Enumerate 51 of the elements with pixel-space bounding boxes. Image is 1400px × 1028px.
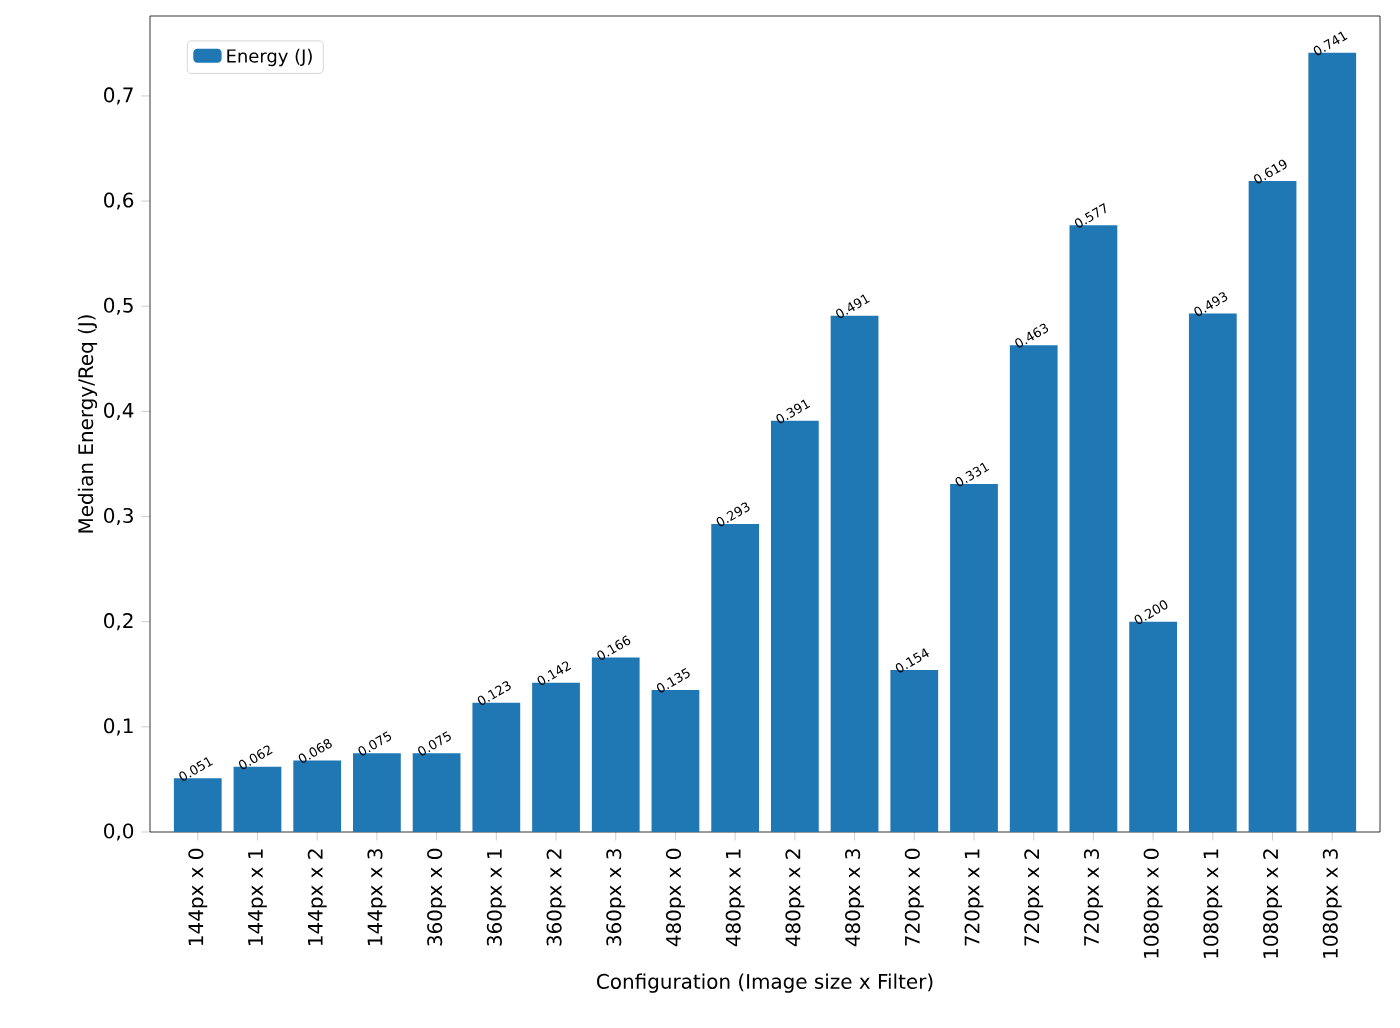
bar [1009, 345, 1058, 832]
bar [472, 702, 521, 832]
y-tick-label: 0,0 [104, 823, 134, 841]
y-tick-label: 0,3 [104, 507, 133, 526]
bar [1188, 313, 1237, 832]
x-tick-label: 720px x 0 [904, 848, 924, 946]
x-tick-label: 720px x 2 [1024, 849, 1044, 946]
y-tick-label: 0,7 [104, 87, 133, 105]
x-tick-label: 720px x 3 [1083, 849, 1103, 946]
x-tick-label: 1080px x 1 [1203, 849, 1223, 958]
bar [1129, 621, 1178, 832]
bar [651, 690, 700, 832]
x-tick-label: 360px x 1 [486, 849, 506, 946]
x-tick-label: 1080px x 2 [1263, 849, 1283, 958]
x-axis-title: Configuration (Image size x Filter) [597, 973, 933, 993]
bar [293, 760, 342, 832]
x-tick-label: 360px x 2 [546, 849, 566, 946]
x-tick-label: 144px x 2 [307, 849, 327, 945]
bar [1069, 225, 1118, 832]
bar [233, 766, 282, 832]
x-tick-label: 360px x 3 [606, 849, 626, 946]
x-tick-label: 480px x 3 [845, 849, 865, 947]
bar [890, 670, 939, 832]
x-tick-label: 480px x 2 [785, 849, 805, 947]
y-tick-label: 0,6 [104, 192, 134, 210]
x-tick-label: 480px x 1 [725, 849, 745, 947]
x-tick-label: 144px x 3 [367, 849, 387, 945]
x-tick-label: 720px x 1 [964, 849, 984, 946]
y-tick-label: 0,2 [104, 613, 133, 631]
legend-label: Energy (J) [227, 48, 312, 67]
y-axis-title: Median Energy/Req (J) [77, 315, 98, 533]
x-tick-label: 144px x 0 [188, 848, 208, 945]
x-tick-label: 1080px x 3 [1322, 849, 1342, 958]
bar [950, 483, 998, 832]
y-tick-label: 0,4 [104, 402, 134, 420]
bar [353, 753, 401, 832]
bar [770, 420, 819, 832]
x-tick-label: 144px x 1 [248, 849, 267, 945]
bar [412, 753, 461, 832]
bar [173, 778, 222, 832]
y-tick-label: 0,5 [104, 297, 133, 315]
bar [830, 315, 879, 832]
bar [591, 657, 640, 832]
bar [1308, 52, 1357, 832]
x-tick-label: 1080px x 0 [1143, 848, 1163, 958]
bar [711, 523, 760, 832]
x-tick-label: 480px x 0 [665, 848, 685, 947]
x-tick-label: 360px x 0 [427, 848, 447, 946]
bar [532, 682, 580, 832]
y-tick-label: 0,1 [104, 718, 133, 736]
bar [1248, 181, 1297, 832]
